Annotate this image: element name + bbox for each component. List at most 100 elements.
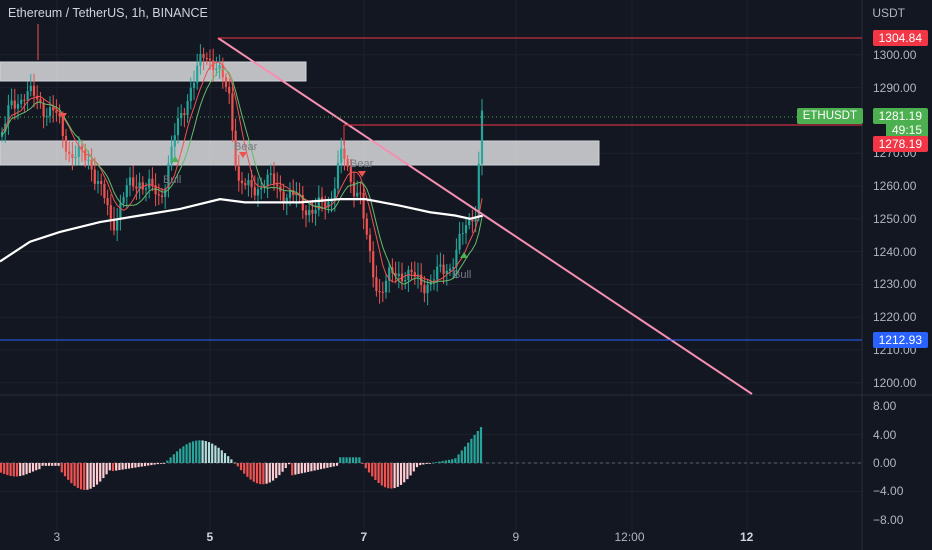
- candle-body: [16, 103, 20, 109]
- oscillator-bar: [451, 459, 454, 463]
- oscillator-bar: [9, 463, 12, 476]
- oscillator-bar: [419, 463, 422, 466]
- oscillator-bar: [121, 463, 124, 470]
- candle-body: [375, 277, 378, 292]
- oscillator-bar: [329, 463, 332, 468]
- price-tick-label: 1250.00: [873, 211, 917, 226]
- candle-body: [55, 110, 58, 113]
- oscillator-bar: [479, 427, 483, 463]
- candle-body: [343, 148, 346, 160]
- candle-body: [100, 181, 103, 184]
- oscillator-bar: [150, 463, 153, 466]
- candle-body: [317, 197, 320, 210]
- candle-body: [228, 86, 231, 94]
- oscillator-bar: [3, 463, 6, 474]
- oscillator-bar: [31, 463, 35, 472]
- oscillator-bar: [211, 443, 214, 463]
- candle-body: [138, 182, 141, 189]
- bull-marker: [460, 252, 468, 258]
- countdown-tag: 49:15: [885, 122, 928, 138]
- candle-body: [42, 102, 45, 117]
- candle-body: [87, 159, 90, 161]
- candle-body: [356, 192, 359, 197]
- oscillator-bar: [134, 463, 137, 468]
- oscillator-bar: [156, 463, 159, 465]
- oscillator-bar: [12, 463, 15, 477]
- time-tick-label: 12: [740, 530, 754, 544]
- candle-body: [455, 249, 458, 267]
- candle-body: [314, 209, 317, 214]
- oscillator-bar: [182, 446, 185, 463]
- candle-body: [135, 186, 138, 189]
- candle-body: [458, 233, 461, 250]
- candle-body: [423, 285, 426, 294]
- price-tick-label: 1260.00: [873, 179, 917, 193]
- oscillator-bar: [153, 463, 156, 465]
- candle-body: [84, 149, 87, 161]
- candle-body: [474, 216, 477, 222]
- candle-body: [221, 65, 224, 78]
- oscillator-bar: [70, 463, 73, 484]
- candle-body: [215, 68, 218, 71]
- oscillator-bar: [191, 441, 195, 463]
- oscillator-bar: [307, 463, 310, 472]
- oscillator-bar: [223, 453, 227, 463]
- bear-marker: [59, 113, 67, 119]
- candle-body: [90, 159, 93, 170]
- oscillator-bar: [467, 442, 470, 463]
- candle-body: [20, 99, 23, 104]
- candle-body: [64, 136, 68, 152]
- oscillator-bar: [6, 463, 9, 476]
- oscillator-bar: [188, 442, 191, 463]
- oscillator-bar: [19, 463, 22, 477]
- candle-body: [106, 197, 109, 206]
- candle-body: [372, 251, 375, 278]
- price-tick-label: 1300.00: [873, 47, 917, 62]
- oscillator-bar: [284, 463, 287, 469]
- candle-body: [388, 267, 391, 281]
- oscillator-bar: [323, 463, 326, 469]
- candle-body: [477, 163, 480, 217]
- candle-body: [349, 166, 352, 183]
- candle-body: [439, 264, 442, 267]
- candle-body: [378, 291, 381, 293]
- oscillator-bar: [227, 456, 230, 463]
- candle-body: [183, 113, 186, 116]
- oscillator-bar: [115, 463, 118, 471]
- oscillator-bar: [364, 463, 367, 469]
- candle-body: [61, 116, 64, 137]
- candle-body: [119, 203, 122, 220]
- candle-body: [480, 110, 484, 164]
- candle-body: [196, 65, 199, 83]
- oscillator-bar: [393, 463, 396, 489]
- bear-label: Bear: [234, 141, 258, 153]
- oscillator-bar: [428, 463, 431, 464]
- candle-body: [260, 187, 263, 190]
- bear-marker: [358, 171, 366, 177]
- candle-body: [208, 58, 212, 61]
- oscillator-bar: [291, 463, 294, 476]
- oscillator-bar: [108, 463, 111, 471]
- oscillator-bar: [441, 461, 444, 463]
- oscillator-bar: [179, 448, 182, 463]
- candle-body: [288, 190, 292, 198]
- oscillator-bar: [102, 463, 105, 479]
- candle-body: [276, 184, 279, 187]
- oscillator-bar: [431, 462, 435, 464]
- oscillator-bar: [127, 463, 131, 469]
- bull-label: Bull: [163, 174, 181, 186]
- oscillator-bar: [204, 441, 207, 463]
- supply-zones: [0, 61, 600, 166]
- oscillator-bar: [233, 462, 236, 464]
- candle-body: [285, 197, 288, 204]
- time-tick-label: 9: [512, 530, 520, 544]
- candle-body: [141, 182, 144, 190]
- candle-body: [180, 113, 183, 119]
- symbol-tag: ETHUSDT: [796, 108, 863, 124]
- oscillator-bar: [361, 463, 364, 464]
- oscillator-bar: [35, 463, 38, 471]
- candle-body: [164, 188, 167, 197]
- oscillator-bar: [169, 457, 172, 463]
- candle-body: [157, 194, 160, 196]
